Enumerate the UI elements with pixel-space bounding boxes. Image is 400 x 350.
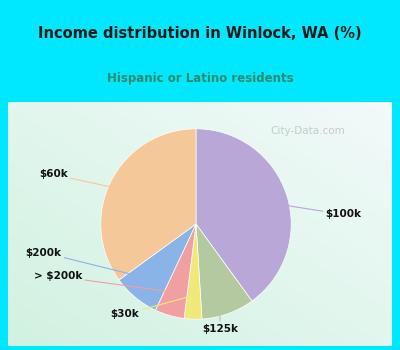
Wedge shape xyxy=(156,224,196,318)
Wedge shape xyxy=(101,129,196,280)
Text: $60k: $60k xyxy=(39,169,132,191)
Text: City-Data.com: City-Data.com xyxy=(270,126,345,136)
Text: Hispanic or Latino residents: Hispanic or Latino residents xyxy=(107,72,293,85)
Text: $100k: $100k xyxy=(264,202,362,219)
Text: $200k: $200k xyxy=(26,247,150,279)
Wedge shape xyxy=(184,224,202,319)
Text: > $200k: > $200k xyxy=(34,271,176,293)
Text: $30k: $30k xyxy=(110,295,194,320)
Text: Income distribution in Winlock, WA (%): Income distribution in Winlock, WA (%) xyxy=(38,26,362,41)
Wedge shape xyxy=(196,224,252,319)
Wedge shape xyxy=(196,129,291,301)
Text: $125k: $125k xyxy=(202,291,238,334)
Wedge shape xyxy=(119,224,196,310)
